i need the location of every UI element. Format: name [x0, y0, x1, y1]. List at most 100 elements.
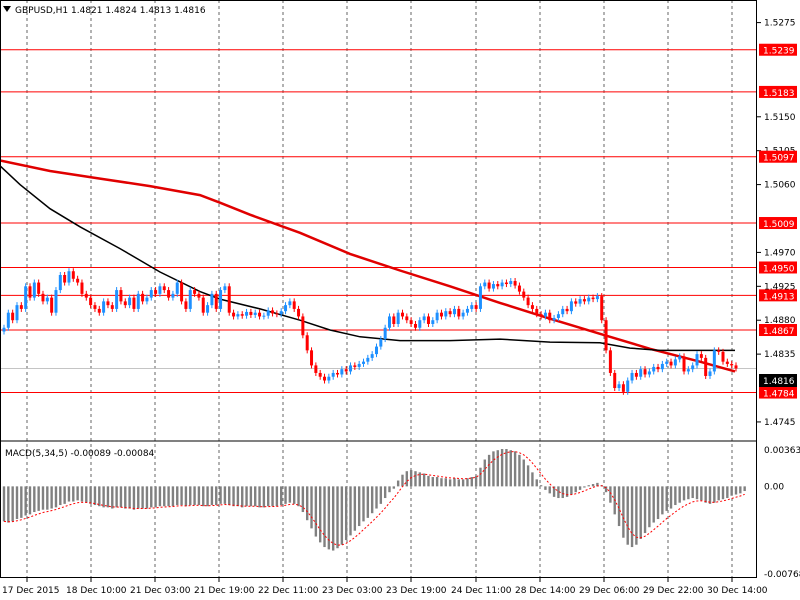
- candle: [123, 298, 127, 309]
- horizontal-levels[interactable]: [0, 49, 757, 394]
- candle: [141, 290, 145, 305]
- candle: [323, 373, 327, 384]
- macd-bar: [370, 486, 374, 514]
- price-tick-label: 1.4880: [764, 316, 796, 326]
- candle: [28, 283, 32, 301]
- macd-bar: [609, 486, 612, 503]
- candle: [266, 307, 270, 319]
- macd-bar: [496, 450, 499, 487]
- time-tick-label: 28 Dec 14:00: [515, 586, 576, 596]
- candle: [431, 317, 435, 327]
- macd-bar: [392, 486, 396, 489]
- level-tag: 1.5009: [759, 217, 797, 230]
- macd-bar: [518, 454, 521, 487]
- candle: [54, 287, 58, 316]
- candle: [227, 283, 231, 316]
- candle: [487, 279, 491, 292]
- time-tick-label: 29 Dec 06:00: [579, 586, 640, 596]
- symbol-header: GBPUSD,H1 1.4821 1.4824 1.4813 1.4816: [15, 6, 206, 16]
- macd-bar: [435, 477, 439, 487]
- level-label: 1.4784: [763, 390, 795, 400]
- macd-bar: [383, 486, 387, 499]
- time-axis[interactable]: 17 Dec 2015 18 Dec 10:00 21 Dec 03:00 21 De…: [2, 577, 768, 596]
- triangle-down-icon[interactable]: [3, 6, 11, 12]
- candle: [556, 311, 560, 321]
- candle: [301, 313, 305, 339]
- candle: [591, 294, 595, 303]
- macd-bar: [591, 484, 595, 487]
- macd-bar: [28, 486, 32, 515]
- macd-bar: [539, 485, 543, 487]
- candle: [569, 298, 573, 315]
- macd-bar: [288, 486, 292, 503]
- candle: [504, 279, 508, 288]
- macd-bar: [544, 486, 547, 490]
- candle: [660, 360, 664, 373]
- candle: [639, 366, 643, 380]
- chart-grid: [0, 0, 757, 577]
- macd-bar: [284, 486, 287, 504]
- macd-bar: [210, 486, 214, 506]
- macd-bar: [72, 486, 75, 502]
- macd-bar: [440, 478, 443, 487]
- macd-bar: [305, 486, 309, 521]
- time-tick-label: 21 Dec 19:00: [194, 586, 255, 596]
- candle: [223, 283, 227, 294]
- candle: [682, 353, 686, 375]
- macd-bar: [267, 486, 270, 507]
- macd-bar: [119, 486, 123, 508]
- candle: [517, 282, 521, 295]
- candle: [258, 309, 262, 320]
- macd-bar: [357, 486, 361, 527]
- macd-bar: [418, 472, 422, 487]
- macd-bar: [132, 486, 136, 510]
- candle: [349, 362, 353, 375]
- level-tag: 1.5183: [759, 85, 797, 99]
- macd-bar: [180, 486, 183, 506]
- candle: [63, 271, 67, 286]
- macd-bar: [150, 486, 153, 508]
- level-label: 1.5097: [763, 154, 795, 164]
- price-tick-label: 1.5150: [764, 113, 796, 123]
- macd-bar: [310, 486, 313, 529]
- macd-bar: [743, 486, 746, 492]
- candle: [561, 305, 565, 318]
- candle: [84, 290, 88, 301]
- candle: [310, 347, 314, 369]
- macd-bar: [33, 486, 36, 513]
- macd-signal-line: [3, 451, 745, 546]
- candle: [370, 351, 374, 361]
- macd-bar: [154, 486, 157, 508]
- macd-bar: [643, 486, 647, 534]
- macd-bar: [293, 486, 296, 504]
- candle: [158, 283, 162, 297]
- candle: [366, 354, 370, 365]
- macd-bar: [548, 486, 551, 494]
- candle: [448, 308, 452, 318]
- candle: [89, 294, 93, 309]
- level-label: 1.5183: [763, 89, 795, 99]
- candle: [461, 309, 465, 320]
- level-labels: 1.5239 1.5183 1.5097 1.5009 1.4950 1.4913 1.48…: [759, 43, 797, 400]
- macd-bar: [124, 486, 127, 509]
- macd-bar: [362, 486, 365, 522]
- candle: [119, 287, 123, 305]
- candle: [327, 373, 331, 384]
- macd-bar: [466, 478, 469, 487]
- candle: [392, 313, 396, 327]
- candle: [201, 294, 205, 316]
- macd-bar: [739, 486, 742, 494]
- macd-bar: [59, 486, 62, 506]
- macd-bar: [717, 486, 720, 501]
- macd-bar: [674, 486, 677, 506]
- level-tag: 1.5239: [759, 43, 797, 57]
- candle: [271, 307, 275, 317]
- macd-bar: [479, 467, 482, 487]
- macd-bar: [89, 486, 92, 504]
- macd-bar: [617, 486, 621, 527]
- candle: [340, 366, 344, 378]
- candle: [297, 305, 301, 320]
- candle: [2, 324, 6, 335]
- candle: [539, 311, 543, 320]
